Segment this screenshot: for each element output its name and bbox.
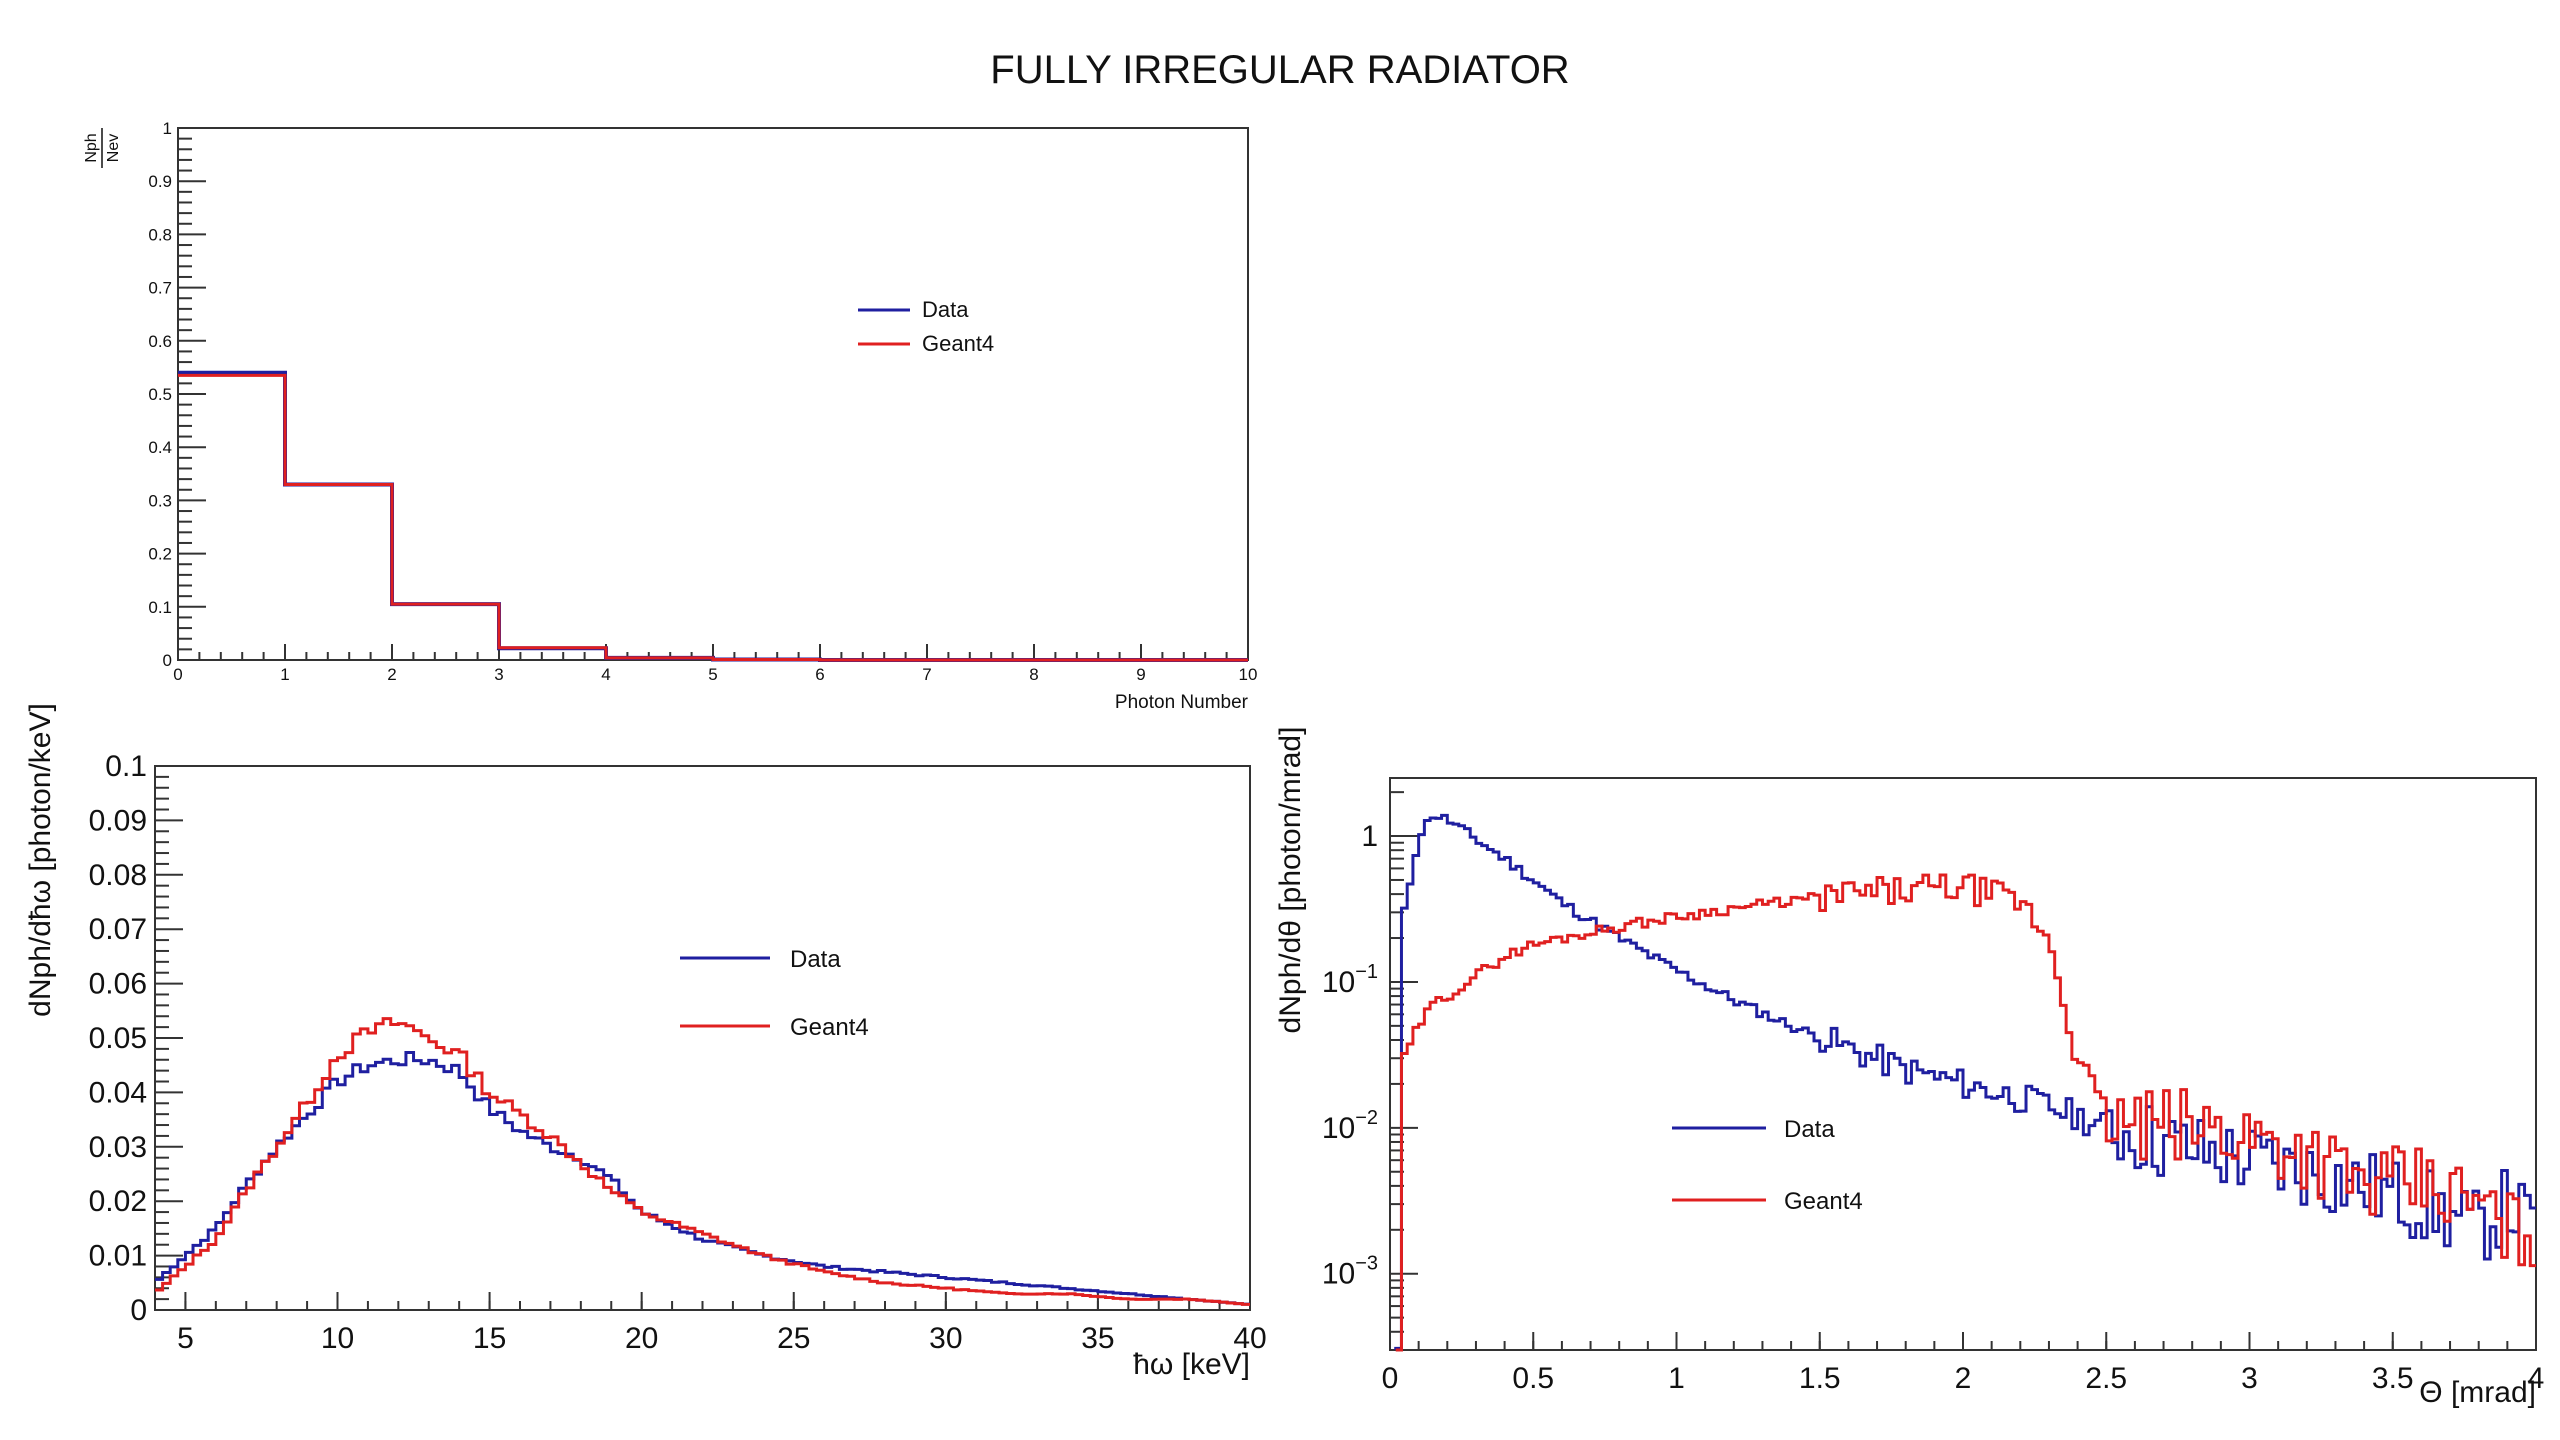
x-axis-label: Θ [mrad] bbox=[2419, 1376, 2536, 1409]
x-tick-label: 35 bbox=[1081, 1322, 1114, 1355]
series-data-line bbox=[178, 370, 1248, 662]
legend: Data Geant4 bbox=[680, 946, 869, 1041]
angular-distribution-chart: 0 0.5 1 1.5 2 2.5 3 3.5 4 1 10−1 10−2 10−3 Θ [mrad] dN… bbox=[1274, 727, 2544, 1409]
x-tick-label: 1 bbox=[280, 665, 289, 684]
y-tick-label: 1 bbox=[163, 119, 172, 138]
y-axis-label: dNph/dħω [photon/keV] bbox=[24, 703, 57, 1017]
legend: Data Geant4 bbox=[858, 297, 994, 356]
y-tick-label: 0.9 bbox=[148, 172, 172, 191]
series-geant4-line bbox=[1395, 873, 2536, 1352]
legend-label-data: Data bbox=[922, 297, 969, 322]
y-tick-label: 0.8 bbox=[148, 225, 172, 244]
y-tick-label: 10−3 bbox=[1322, 1253, 1378, 1291]
y-tick-label: 0 bbox=[130, 1294, 147, 1327]
y-tick-label: 0.6 bbox=[148, 332, 172, 351]
x-tick-label: 6 bbox=[815, 665, 824, 684]
x-tick-label: 5 bbox=[177, 1322, 194, 1355]
x-tick-label: 7 bbox=[922, 665, 931, 684]
x-tick-label: 0 bbox=[173, 665, 182, 684]
y-tick-label: 0 bbox=[163, 651, 172, 670]
y-tick-label: 10−2 bbox=[1322, 1107, 1378, 1145]
plot-frame bbox=[1389, 777, 2537, 1351]
y-tick-label: 0.06 bbox=[89, 968, 147, 1001]
x-tick-label: 3.5 bbox=[2372, 1362, 2414, 1395]
x-tick-label: 1 bbox=[1668, 1362, 1685, 1395]
x-tick-label: 15 bbox=[473, 1322, 506, 1355]
x-tick-label: 8 bbox=[1029, 665, 1038, 684]
series-data-line bbox=[155, 1050, 1250, 1306]
y-tick-label: 0.08 bbox=[89, 859, 147, 892]
legend-label-data: Data bbox=[1784, 1116, 1835, 1143]
x-tick-label: 2 bbox=[387, 665, 396, 684]
y-tick-label: 0.03 bbox=[89, 1131, 147, 1164]
photon-number-chart: 0 1 2 3 4 5 6 7 8 9 10 0 0.1 0.2 0.3 0.4 0.5 0.6 0.7 0.8 0.9… bbox=[83, 119, 1257, 713]
x-tick-label: 9 bbox=[1136, 665, 1145, 684]
x-tick-label: 5 bbox=[708, 665, 717, 684]
x-tick-label: 4 bbox=[601, 665, 610, 684]
x-tick-label: 25 bbox=[777, 1322, 810, 1355]
x-tick-label: 3 bbox=[494, 665, 503, 684]
legend-label-geant4: Geant4 bbox=[922, 331, 994, 356]
y-tick-label: 0.04 bbox=[89, 1076, 147, 1109]
legend-label-data: Data bbox=[790, 946, 841, 973]
x-tick-label: 20 bbox=[625, 1322, 658, 1355]
x-tick-label: 10 bbox=[321, 1322, 354, 1355]
x-tick-label: 10 bbox=[1239, 665, 1258, 684]
x-tick-label: 2 bbox=[1955, 1362, 1972, 1395]
x-tick-label: 4 bbox=[2528, 1362, 2545, 1395]
legend: Data Geant4 bbox=[1672, 1116, 1863, 1215]
y-tick-label: 0.09 bbox=[89, 804, 147, 837]
y-axis-label: dNph/dθ [photon/mrad] bbox=[1274, 727, 1307, 1034]
plot-frame bbox=[154, 765, 1251, 1311]
series-data-line bbox=[1394, 813, 2536, 1350]
y-tick-label: 1 bbox=[1361, 820, 1378, 853]
y-tick-label: 0.7 bbox=[148, 279, 172, 298]
x-tick-label: 3 bbox=[2241, 1362, 2258, 1395]
y-tick-label: 0.07 bbox=[89, 913, 147, 946]
legend-label-geant4: Geant4 bbox=[1784, 1188, 1863, 1215]
x-tick-label: 30 bbox=[929, 1322, 962, 1355]
x-tick-label: 2.5 bbox=[2085, 1362, 2127, 1395]
y-tick-label: 0.4 bbox=[148, 438, 172, 457]
x-tick-label: 0 bbox=[1382, 1362, 1399, 1395]
plot-frame bbox=[177, 127, 1249, 661]
x-tick-label: 0.5 bbox=[1512, 1362, 1554, 1395]
y-tick-label: 0.1 bbox=[148, 598, 172, 617]
x-axis-label: Photon Number bbox=[1115, 692, 1249, 713]
svg-text:Nph: Nph bbox=[83, 133, 100, 162]
x-tick-label: 40 bbox=[1233, 1322, 1266, 1355]
x-axis-label: ħω [keV] bbox=[1133, 1348, 1250, 1381]
y-axis-label: Nph Nev bbox=[83, 128, 122, 168]
energy-spectrum-chart: 5 10 15 20 25 30 35 40 0 0.01 0.02 0.03 0.04 0.05 0.06… bbox=[24, 703, 1267, 1381]
series-geant4-line bbox=[155, 1017, 1250, 1306]
x-tick-label: 1.5 bbox=[1799, 1362, 1841, 1395]
y-tick-label: 10−1 bbox=[1322, 961, 1378, 999]
y-tick-label: 0.3 bbox=[148, 491, 172, 510]
y-tick-label: 0.1 bbox=[105, 750, 147, 783]
y-tick-label: 0.5 bbox=[148, 385, 172, 404]
legend-label-geant4: Geant4 bbox=[790, 1014, 869, 1041]
y-tick-label: 0.05 bbox=[89, 1022, 147, 1055]
y-tick-label: 0.2 bbox=[148, 545, 172, 564]
y-tick-label: 0.01 bbox=[89, 1240, 147, 1273]
series-geant4-line bbox=[178, 373, 1248, 662]
y-tick-label: 0.02 bbox=[89, 1185, 147, 1218]
svg-text:Nev: Nev bbox=[105, 134, 122, 162]
main-title: FULLY IRREGULAR RADIATOR bbox=[990, 48, 1570, 92]
